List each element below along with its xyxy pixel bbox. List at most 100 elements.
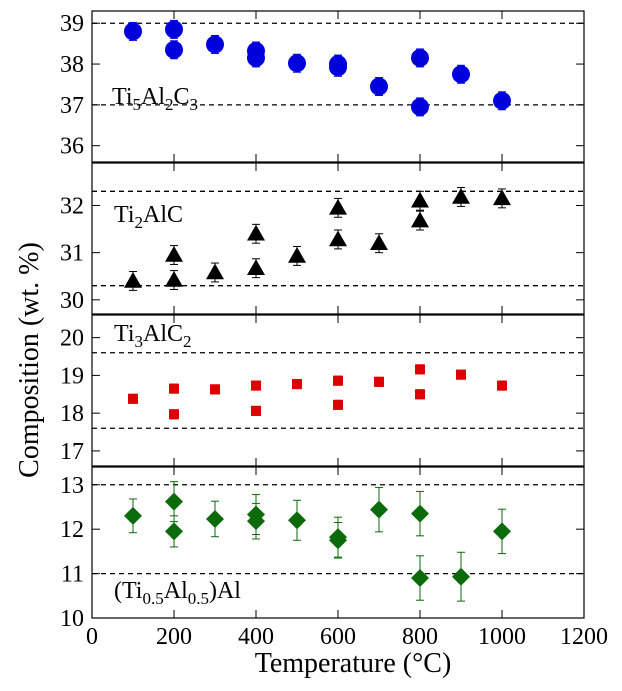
data-point — [411, 48, 429, 68]
y-tick-label: 31 — [60, 241, 84, 267]
data-point — [251, 405, 261, 416]
data-point — [292, 379, 302, 390]
data-point — [165, 270, 183, 290]
data-point — [165, 19, 183, 39]
data-point — [124, 498, 142, 534]
data-point — [210, 384, 220, 395]
x-tick-label: 800 — [402, 624, 438, 650]
diamond-marker — [452, 567, 470, 586]
data-point — [411, 97, 429, 117]
data-point — [329, 522, 347, 559]
panel-frame — [91, 314, 585, 467]
triangle-marker — [329, 230, 347, 247]
square-marker — [497, 380, 507, 391]
x-tick-label: 1200 — [560, 624, 608, 650]
circle-marker — [452, 65, 470, 84]
panels: 36 37 38 39 Ti5Al2C3 30 31 32 Ti2AlC 17 18 19 20 Ti3A… — [60, 10, 608, 650]
square-marker — [415, 389, 425, 400]
data-point — [411, 210, 429, 231]
data-point — [247, 223, 265, 244]
data-point — [329, 197, 347, 218]
y-tick-label: 32 — [60, 193, 84, 219]
y-tick-label: 20 — [60, 326, 84, 352]
square-marker — [456, 369, 466, 380]
data-point — [497, 380, 507, 391]
data-point — [411, 490, 429, 537]
data-point — [452, 64, 470, 84]
data-point — [206, 500, 224, 538]
panel-label: Ti3AlC2 — [114, 321, 192, 351]
data-point — [493, 508, 511, 555]
square-marker — [415, 364, 425, 375]
x-axis-title: Temperature (°C) — [255, 648, 452, 679]
data-point — [370, 486, 388, 533]
data-point — [333, 399, 343, 410]
circle-marker — [411, 97, 429, 116]
circle-marker — [165, 20, 183, 39]
square-marker — [333, 375, 343, 386]
data-point — [124, 21, 142, 41]
data-point — [329, 229, 347, 250]
diamond-marker — [247, 512, 265, 531]
panel-label: Ti2AlC — [114, 202, 183, 232]
data-point — [206, 262, 224, 283]
panel-label: (Ti0.5Al0.5)Al — [114, 578, 241, 608]
square-marker — [333, 399, 343, 410]
data-point — [128, 393, 138, 404]
data-point — [329, 57, 347, 77]
data-point — [456, 369, 466, 380]
data-point — [124, 271, 142, 291]
x-tick-label: 1000 — [478, 624, 526, 650]
triangle-marker — [165, 271, 183, 287]
y-tick-label: 17 — [60, 439, 84, 465]
circle-marker — [370, 77, 388, 96]
triangle-marker — [165, 246, 183, 262]
panel-0: 36 37 38 39 Ti5Al2C3 — [60, 10, 585, 163]
circle-marker — [329, 58, 347, 77]
data-point — [374, 376, 384, 387]
data-point — [452, 187, 470, 207]
data-point — [415, 364, 425, 375]
data-point — [493, 188, 511, 209]
y-tick-label: 39 — [60, 11, 84, 37]
data-point — [370, 77, 388, 96]
data-point — [165, 481, 183, 523]
triangle-marker — [288, 246, 306, 263]
x-tick-label: 200 — [156, 624, 192, 650]
x-tick-label: 600 — [320, 624, 356, 650]
square-marker — [251, 405, 261, 416]
diamond-marker — [124, 506, 142, 525]
y-axis-title: Composition (wt. %) — [14, 242, 45, 478]
triangle-marker — [329, 198, 347, 215]
y-tick-label: 30 — [60, 288, 84, 314]
square-marker — [292, 379, 302, 390]
triangle-marker — [247, 224, 265, 241]
square-marker — [169, 383, 179, 394]
circle-marker — [165, 40, 183, 59]
diamond-marker — [370, 500, 388, 519]
data-point — [288, 53, 306, 73]
data-point — [169, 409, 179, 420]
square-marker — [251, 380, 261, 391]
diamond-marker — [165, 492, 183, 511]
panel-2: 17 18 19 20 Ti3AlC2 — [60, 314, 585, 467]
data-point — [206, 34, 224, 54]
y-tick-label: 36 — [60, 134, 84, 160]
diamond-marker — [411, 504, 429, 523]
data-point — [411, 555, 429, 601]
triangle-marker — [370, 234, 388, 250]
data-point — [288, 499, 306, 541]
square-marker — [374, 376, 384, 387]
triangle-marker — [493, 189, 511, 206]
data-point — [251, 380, 261, 391]
square-marker — [128, 393, 138, 404]
data-point — [452, 551, 470, 602]
panel-frame — [91, 162, 585, 315]
circle-marker — [411, 48, 429, 67]
data-point — [165, 40, 183, 60]
triangle-marker — [124, 271, 142, 288]
circle-marker — [288, 54, 306, 73]
triangle-marker — [411, 211, 429, 228]
data-point — [411, 190, 429, 211]
data-point — [165, 515, 183, 548]
